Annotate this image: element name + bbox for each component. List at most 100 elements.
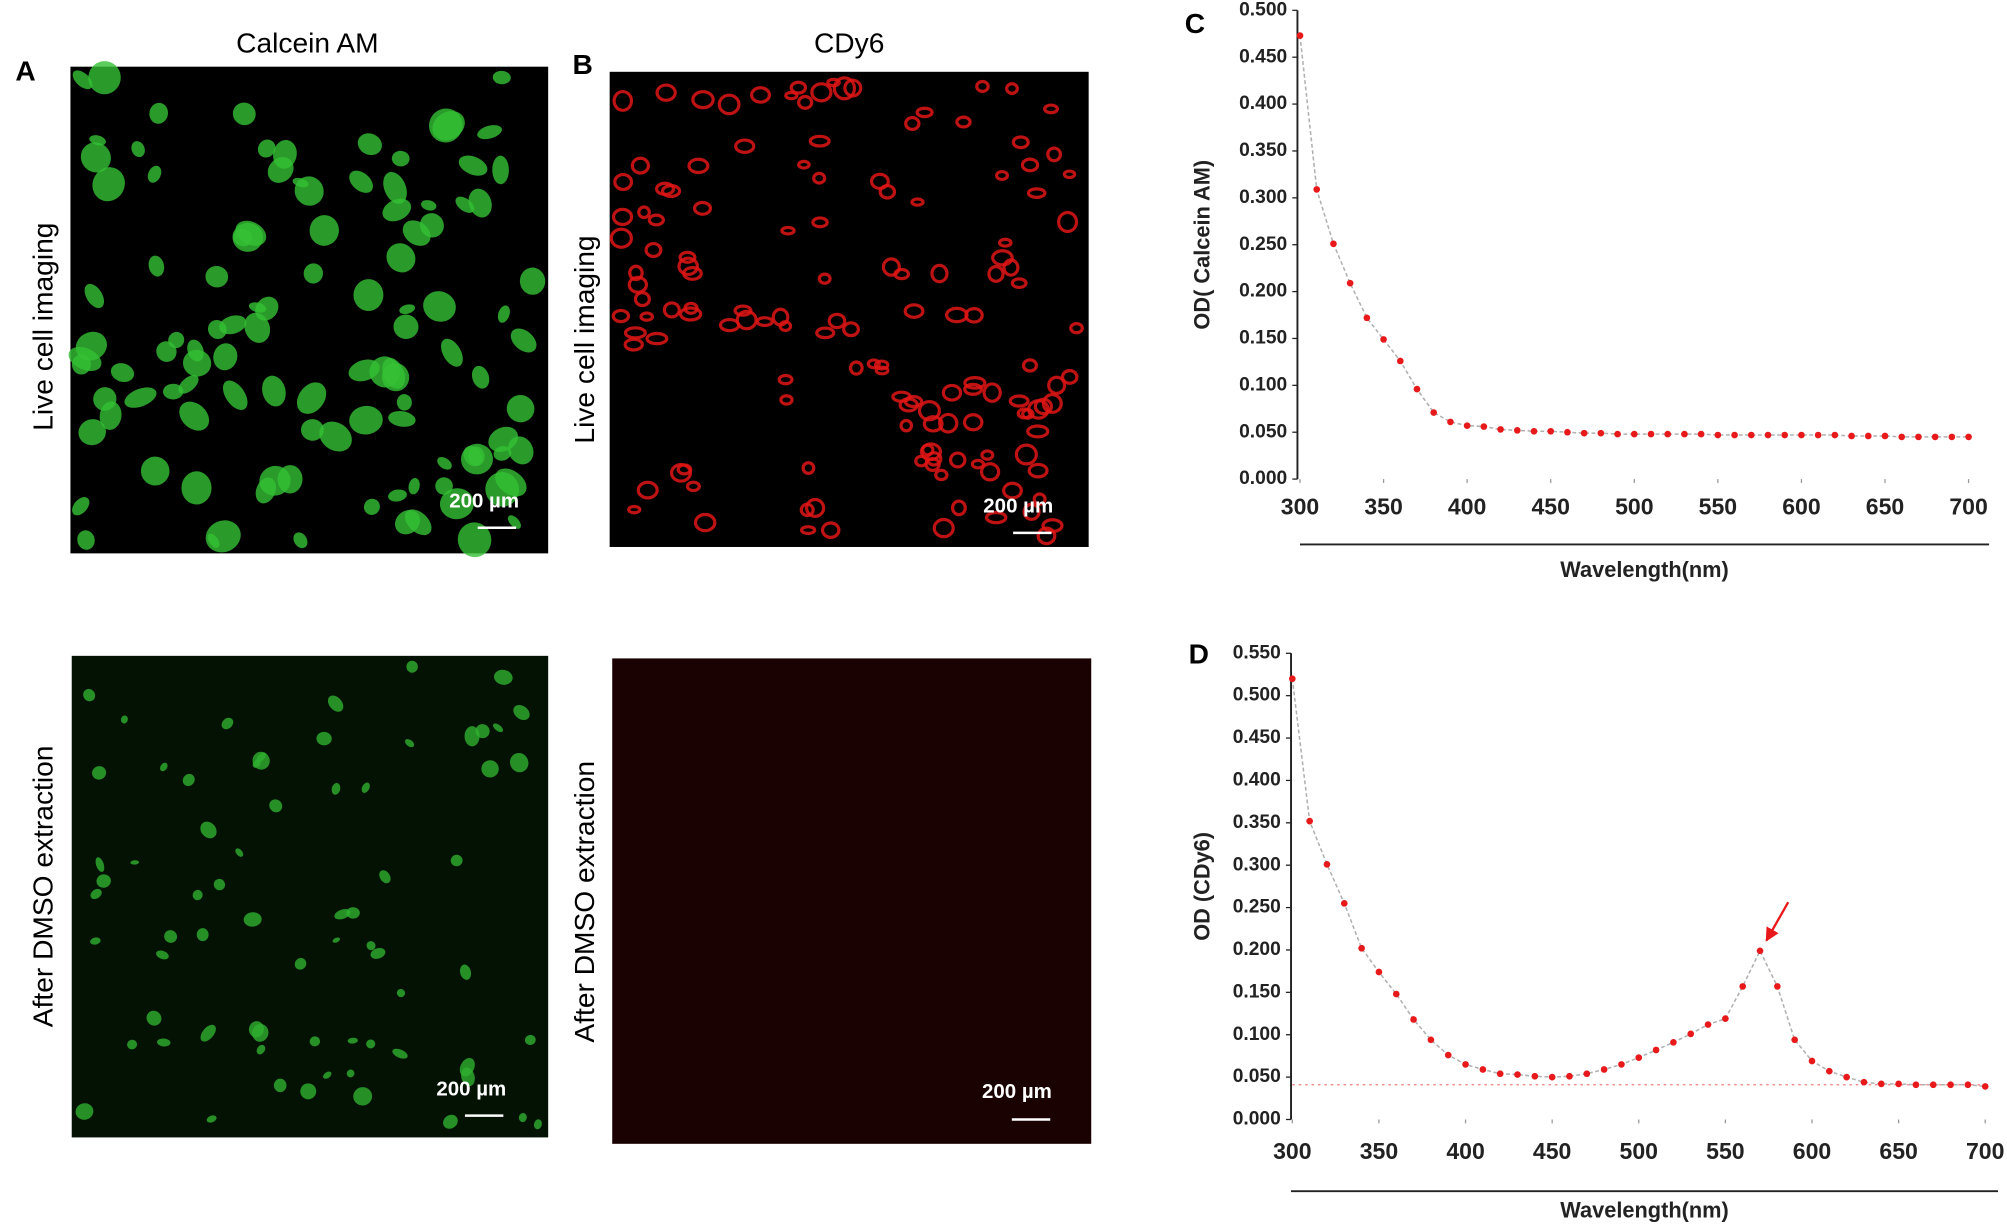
annotation-arrow (1765, 901, 1790, 942)
cell (609, 227, 633, 249)
cell (494, 669, 513, 685)
data-point (1714, 431, 1722, 439)
cell (296, 382, 327, 414)
data-point (1630, 430, 1638, 438)
cell (495, 468, 527, 497)
cell (662, 301, 681, 319)
cell (639, 311, 655, 322)
y-tick-label: 0.500 (1239, 0, 1287, 20)
cell (370, 947, 386, 959)
data-point (1864, 432, 1872, 440)
cell (131, 141, 145, 158)
data-point (1848, 432, 1855, 440)
cell (379, 870, 391, 884)
data-point (1898, 433, 1906, 441)
cell (691, 90, 715, 110)
data-point (1548, 1073, 1556, 1081)
cell (182, 349, 212, 377)
cell (925, 451, 943, 467)
cell (524, 1034, 536, 1045)
x-axis-label: Wavelength(nm) (1560, 1197, 1728, 1222)
cell (733, 304, 753, 317)
cell (903, 303, 925, 319)
cell (997, 237, 1013, 248)
cell (995, 169, 1010, 182)
x-tick-label: 400 (1446, 1138, 1484, 1164)
data-point (1929, 1081, 1937, 1089)
data-point (1647, 430, 1655, 438)
cell (346, 907, 360, 919)
cell (332, 937, 340, 943)
data-point (1513, 427, 1521, 434)
data-point (1652, 1046, 1660, 1054)
cell (233, 228, 253, 247)
y-tick-label: 0.300 (1239, 187, 1287, 208)
cell (613, 172, 634, 192)
cell (873, 359, 890, 371)
y-tick-label: 0.450 (1239, 46, 1287, 67)
x-axis-label: Wavelength(nm) (1560, 557, 1728, 582)
data-point (1635, 1054, 1643, 1061)
data-point (1664, 430, 1672, 438)
cell (75, 1103, 94, 1120)
cell (789, 80, 808, 95)
data-point (1808, 1057, 1816, 1065)
data-point (1514, 1071, 1521, 1078)
cell (636, 480, 659, 500)
cell (630, 156, 650, 175)
cell (815, 326, 836, 340)
cell (160, 762, 168, 772)
data-point (1444, 1051, 1452, 1059)
cell (222, 380, 248, 411)
data-point (1781, 431, 1789, 439)
cell (970, 458, 986, 470)
cell (92, 766, 107, 780)
cell (771, 307, 790, 327)
data-point (1739, 983, 1747, 990)
cell (637, 205, 651, 220)
y-tick-label: 0.550 (1233, 642, 1281, 663)
data-point (1410, 1016, 1417, 1023)
cell (120, 715, 128, 724)
cell (922, 415, 944, 433)
cell (248, 302, 267, 313)
cell (316, 731, 332, 746)
data-point (1496, 1070, 1504, 1078)
row-label: Live cell imaging (568, 235, 600, 443)
cell (327, 695, 344, 712)
cell (303, 263, 324, 284)
data-point (1323, 861, 1331, 868)
cell (92, 167, 125, 202)
cell (192, 889, 203, 901)
cell (196, 928, 209, 942)
cell (127, 1039, 138, 1050)
cell (507, 515, 521, 529)
y-tick-label: 0.300 (1233, 854, 1281, 875)
cell (300, 1083, 317, 1100)
cell (323, 1071, 332, 1079)
cell (717, 93, 741, 116)
cell (259, 465, 291, 496)
y-axis-label: OD( Calcein AM) (1190, 160, 1215, 330)
cell (213, 343, 238, 371)
data-point (1964, 1081, 1972, 1089)
x-tick-label: 300 (1273, 1138, 1311, 1164)
cell (492, 70, 511, 85)
cell (654, 181, 676, 197)
cell (910, 197, 925, 207)
cell (232, 102, 256, 126)
cell (647, 213, 665, 227)
cell (457, 522, 492, 558)
cell (1026, 187, 1047, 199)
cell (406, 660, 418, 673)
cell (801, 461, 816, 475)
cell (83, 688, 96, 702)
data-point (1965, 433, 1972, 441)
micrographs (68, 61, 1092, 1144)
data-point (1814, 431, 1822, 439)
cell (334, 909, 351, 920)
cell (1021, 408, 1035, 420)
data-point (1580, 429, 1588, 437)
cell (96, 874, 111, 888)
